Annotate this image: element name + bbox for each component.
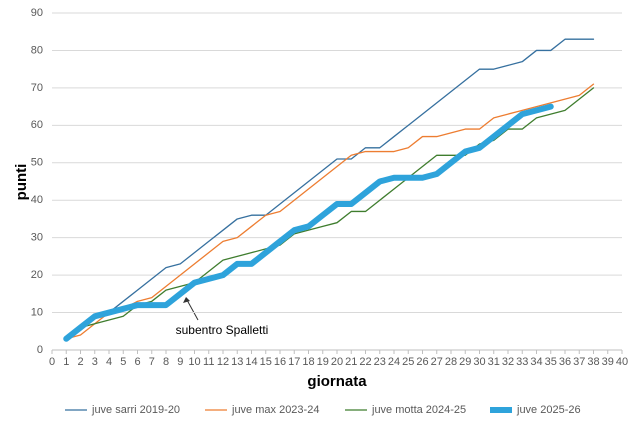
x-tick-label: 27 xyxy=(431,356,443,368)
y-axis-label: punti xyxy=(13,164,30,201)
x-tick-label: 26 xyxy=(416,356,428,368)
x-tick-label: 8 xyxy=(163,356,169,368)
x-tick-label: 39 xyxy=(602,356,614,368)
x-tick-label: 38 xyxy=(587,356,599,368)
x-axis-label: giornata xyxy=(307,373,367,390)
y-tick-label: 0 xyxy=(37,344,43,356)
y-tick-label: 80 xyxy=(31,44,43,56)
annotation-arrow xyxy=(186,299,199,321)
x-tick-label: 21 xyxy=(345,356,357,368)
x-tick-label: 14 xyxy=(245,356,257,368)
x-tick-label: 40 xyxy=(616,356,628,368)
x-tick-label: 19 xyxy=(317,356,329,368)
x-tick-label: 11 xyxy=(203,356,214,368)
x-tick-label: 22 xyxy=(359,356,371,368)
x-tick-label: 1 xyxy=(63,356,69,368)
x-tick-label: 20 xyxy=(331,356,343,368)
x-tick-label: 18 xyxy=(302,356,314,368)
legend-label: juve max 2023-24 xyxy=(231,404,319,416)
series-line xyxy=(65,83,595,340)
x-tick-label: 34 xyxy=(530,356,542,368)
x-tick-label: 13 xyxy=(231,356,243,368)
series-line xyxy=(65,38,595,340)
y-tick-label: 60 xyxy=(31,119,43,131)
x-tick-label: 12 xyxy=(217,356,229,368)
x-tick-label: 37 xyxy=(573,356,585,368)
x-tick-label: 32 xyxy=(502,356,514,368)
annotation: subentro Spalletti xyxy=(176,323,269,337)
legend-label: juve sarri 2019-20 xyxy=(91,404,180,416)
x-tick-label: 9 xyxy=(177,356,183,368)
x-tick-label: 33 xyxy=(516,356,528,368)
x-tick-label: 15 xyxy=(260,356,272,368)
y-tick-label: 90 xyxy=(31,7,43,19)
x-tick-label: 3 xyxy=(92,356,98,368)
x-tick-label: 0 xyxy=(49,356,55,368)
y-tick-label: 70 xyxy=(31,82,43,94)
x-tick-label: 24 xyxy=(388,356,400,368)
y-tick-label: 40 xyxy=(31,194,43,206)
y-tick-label: 50 xyxy=(31,157,43,169)
x-tick-label: 6 xyxy=(134,356,140,368)
x-tick-label: 29 xyxy=(459,356,471,368)
series-line xyxy=(63,103,554,342)
x-tick-label: 28 xyxy=(445,356,457,368)
legend-label: juve 2025-26 xyxy=(516,404,581,416)
x-tick-label: 36 xyxy=(559,356,571,368)
y-tick-label: 20 xyxy=(31,269,43,281)
x-tick-label: 10 xyxy=(188,356,200,368)
x-tick-label: 7 xyxy=(149,356,155,368)
y-tick-label: 10 xyxy=(31,306,43,318)
x-tick-label: 35 xyxy=(545,356,557,368)
legend-label: juve motta 2024-25 xyxy=(371,404,466,416)
x-tick-label: 16 xyxy=(274,356,286,368)
y-tick-label: 30 xyxy=(31,232,43,244)
x-tick-label: 31 xyxy=(488,356,500,368)
x-tick-label: 25 xyxy=(402,356,414,368)
x-tick-label: 4 xyxy=(106,356,112,368)
annotation-arrowhead xyxy=(183,297,190,303)
x-tick-label: 23 xyxy=(374,356,386,368)
x-tick-label: 5 xyxy=(120,356,126,368)
x-tick-label: 2 xyxy=(77,356,83,368)
x-tick-label: 17 xyxy=(288,356,300,368)
x-tick-label: 30 xyxy=(473,356,485,368)
